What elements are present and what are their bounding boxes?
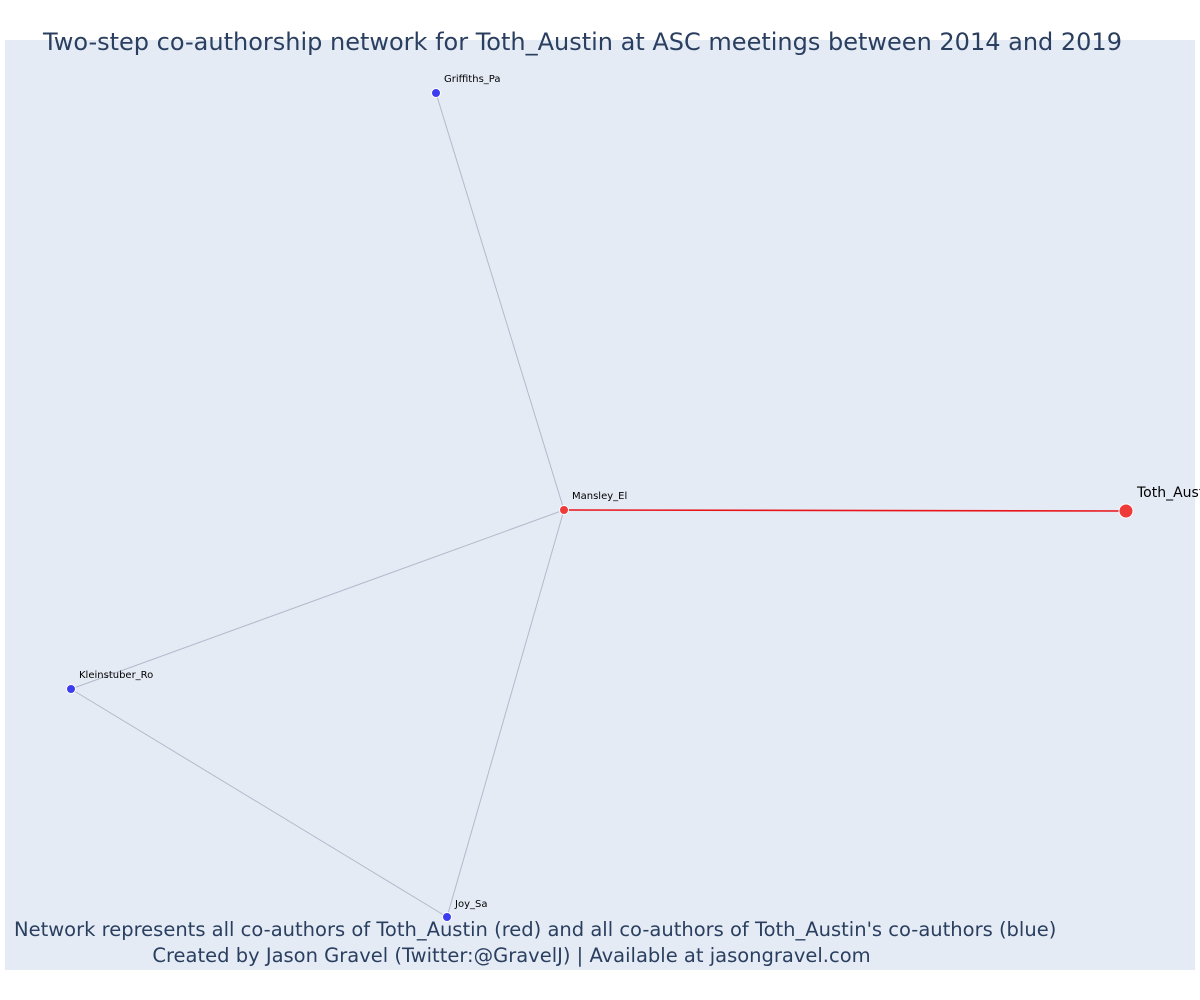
node-griffiths[interactable] <box>431 88 441 98</box>
node-label-kleinstuber: Kleinstuber_Ro <box>79 670 153 681</box>
node-label-joy: Joy_Sa <box>454 899 487 910</box>
node-label-griffiths: Griffiths_Pa <box>444 74 500 85</box>
edge-mansley-griffiths <box>435 92 565 511</box>
node-label-toth: Toth_Austin <box>1136 485 1200 501</box>
node-label-mansley: Mansley_El <box>572 491 627 502</box>
edge-mansley-kleinstuber <box>70 509 565 690</box>
caption-credit: Created by Jason Gravel (Twitter:@Gravel… <box>152 944 871 967</box>
node-kleinstuber[interactable] <box>66 684 76 694</box>
caption-legend-note: Network represents all co-authors of Tot… <box>14 918 1057 941</box>
labels-layer: Toth_Austin Mansley_El Griffiths_Pa Kleinst… <box>79 74 1200 910</box>
plot-area <box>5 40 1195 970</box>
edge-kleinstuber-joy <box>70 688 448 918</box>
chart-title: Two-step co-authorship network for Toth_… <box>43 28 1122 56</box>
edge-mansley-joy <box>446 509 565 918</box>
edge-mansley-toth <box>563 509 1127 512</box>
node-mansley[interactable] <box>559 505 569 515</box>
node-toth[interactable] <box>1118 503 1134 519</box>
node-joy[interactable] <box>442 912 452 922</box>
edges-layer <box>70 92 1127 918</box>
nodes-layer <box>66 88 1134 922</box>
